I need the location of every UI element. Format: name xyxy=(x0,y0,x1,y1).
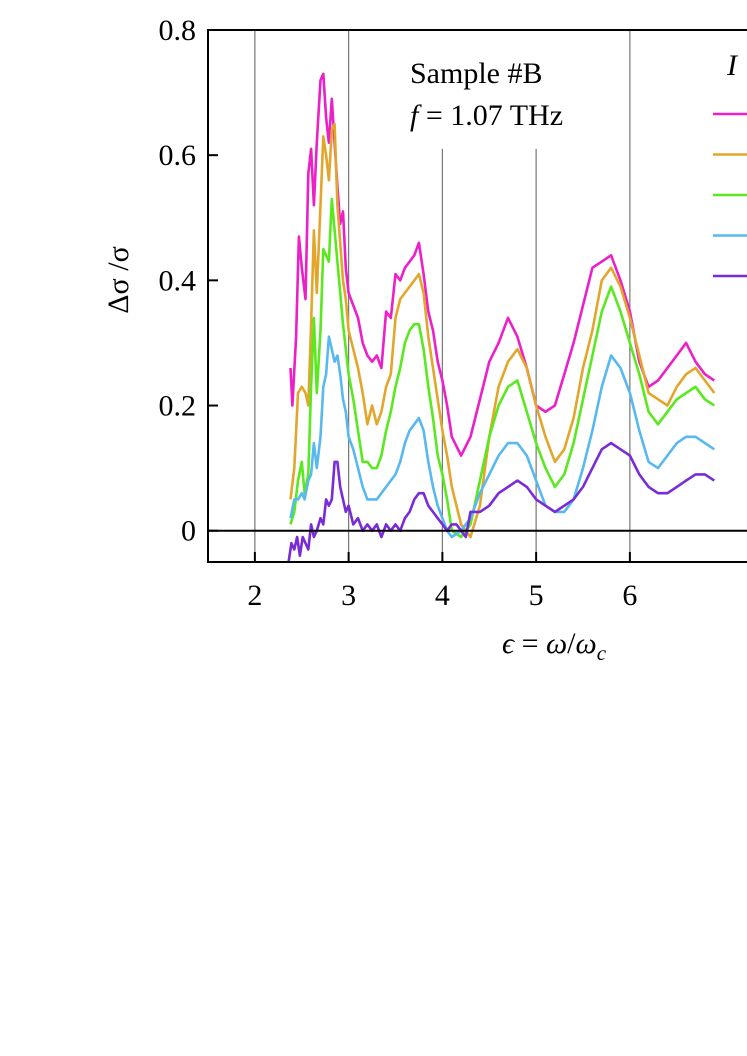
y-tick-label-1: 0.2 xyxy=(159,390,197,423)
x-axis-title-omega: ω xyxy=(546,627,567,660)
x-tick-label-3: 5 xyxy=(529,579,544,612)
legend-title: I xyxy=(726,49,739,82)
plot-frame xyxy=(207,29,747,563)
x-axis-title-equals: = xyxy=(514,627,546,660)
gridlines xyxy=(254,30,631,562)
y-tick-label-4: 0.8 xyxy=(159,14,197,47)
x-axis-title-epsilon: ϵ xyxy=(502,627,516,660)
series-line-4 xyxy=(287,441,716,562)
y-axis-title: Δσ /σ xyxy=(102,246,135,313)
series-line-1 xyxy=(289,122,716,539)
annotation-frequency-value: = 1.07 THz xyxy=(418,99,563,132)
legend xyxy=(713,112,747,278)
annotation-frequency: f = 1.07 THz xyxy=(410,99,563,132)
x-tick-label-4: 6 xyxy=(622,579,637,612)
series-line-2 xyxy=(289,197,716,539)
series-layer xyxy=(287,72,716,562)
x-tick-label-0: 2 xyxy=(247,579,262,612)
y-tick-label-3: 0.6 xyxy=(159,139,197,172)
x-axis-title-subscript: c xyxy=(597,641,607,665)
x-axis-title-omega-c: ω xyxy=(576,627,597,660)
x-axis-title-slash: / xyxy=(567,627,576,660)
y-tick-label-2: 0.4 xyxy=(159,264,197,297)
y-tick-label-0: 0 xyxy=(181,515,196,548)
x-axis-title: ϵ = ω/ωc xyxy=(502,627,607,665)
annotation-sample: Sample #B xyxy=(410,57,543,90)
series-line-3 xyxy=(289,335,716,539)
series-line-0 xyxy=(289,72,716,457)
x-tick-label-1: 3 xyxy=(341,579,356,612)
x-tick-label-2: 4 xyxy=(435,579,450,612)
ticks: 0 0.2 0.4 0.6 0.8 2 3 4 5 6 xyxy=(159,14,638,612)
